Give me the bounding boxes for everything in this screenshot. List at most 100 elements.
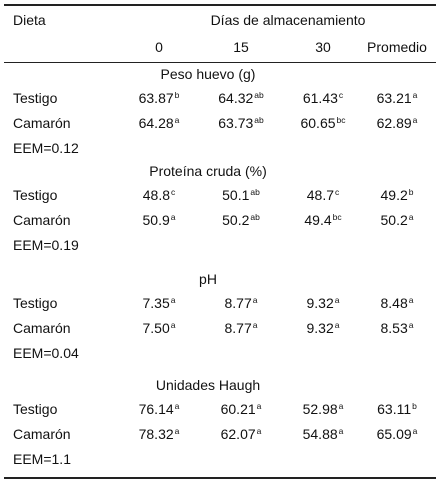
table-cell: 63.11b: [377, 400, 417, 420]
section-title: Peso huevo (g): [160, 66, 256, 82]
row-label: Camarón: [13, 115, 71, 131]
table-cell: 63.87b: [139, 89, 180, 109]
section-title: pH: [199, 271, 217, 287]
section-title: Proteína cruda (%): [149, 163, 267, 179]
table-cell: 61.43c: [303, 89, 343, 109]
significance-letter: ab: [254, 115, 264, 125]
significance-letter: a: [256, 426, 262, 436]
significance-letter: a: [174, 426, 180, 436]
eem-label: EEM=0.19: [13, 237, 79, 253]
significance-letter: a: [334, 320, 340, 330]
table-cell: 52.98a: [303, 400, 344, 420]
significance-letter: a: [338, 401, 344, 411]
significance-letter: ab: [254, 90, 264, 100]
row-label: Camarón: [13, 426, 71, 442]
row-label: Testigo: [13, 187, 58, 203]
header-col-1: 15: [233, 39, 249, 55]
header-col-0: 0: [155, 39, 163, 55]
significance-letter: a: [252, 295, 258, 305]
cell-value: 61.43: [302, 90, 338, 106]
significance-letter: bc: [336, 115, 346, 125]
header-rule: [4, 62, 436, 63]
significance-letter: a: [174, 401, 180, 411]
cell-value: 48.7: [306, 187, 334, 203]
table-cell: 49.2b: [381, 186, 414, 206]
cell-value: 8.48: [380, 295, 408, 311]
significance-letter: a: [170, 320, 176, 330]
header-col-3: Promedio: [367, 39, 427, 55]
table-cell: 76.14a: [139, 400, 180, 420]
cell-value: 65.09: [376, 426, 412, 442]
row-label: Camarón: [13, 212, 71, 228]
cell-value: 62.07: [220, 426, 256, 442]
cell-value: 50.1: [222, 187, 250, 203]
cell-value: 76.14: [138, 401, 174, 417]
table-cell: 62.07a: [221, 425, 262, 445]
cell-value: 8.53: [380, 320, 408, 336]
table-cell: 60.21a: [221, 400, 262, 420]
bottom-rule: [4, 477, 436, 479]
significance-letter: c: [335, 187, 340, 197]
significance-letter: a: [170, 295, 176, 305]
cell-value: 50.2: [222, 212, 250, 228]
cell-value: 7.50: [142, 320, 170, 336]
cell-value: 63.87: [138, 90, 174, 106]
row-label: Testigo: [13, 295, 58, 311]
cell-value: 50.9: [142, 212, 170, 228]
significance-letter: a: [408, 212, 414, 222]
cell-value: 54.88: [302, 426, 338, 442]
row-label: Camarón: [13, 320, 71, 336]
significance-letter: a: [338, 426, 344, 436]
table-cell: 63.73ab: [218, 114, 264, 134]
cell-value: 63.73: [218, 115, 254, 131]
header-group-title: Días de almacenamiento: [210, 12, 366, 28]
table-cell: 8.48a: [381, 294, 414, 314]
cell-value: 64.28: [138, 115, 174, 131]
table-cell: 64.28a: [139, 114, 180, 134]
cell-value: 63.21: [376, 90, 412, 106]
table-cell: 8.77a: [225, 319, 258, 339]
table-cell: 48.8c: [143, 186, 176, 206]
significance-letter: a: [256, 401, 262, 411]
cell-value: 8.77: [224, 295, 252, 311]
eem-label: EEM=1.1: [13, 451, 71, 467]
table-cell: 54.88a: [303, 425, 344, 445]
significance-letter: b: [174, 90, 180, 100]
table-cell: 65.09a: [377, 425, 418, 445]
top-rule: [4, 4, 436, 6]
cell-value: 64.32: [218, 90, 254, 106]
table-cell: 63.21a: [377, 89, 418, 109]
table-cell: 50.9a: [143, 211, 176, 231]
table-cell: 7.35a: [143, 294, 176, 314]
section-title: Unidades Haugh: [155, 377, 261, 393]
table-cell: 50.2ab: [222, 211, 260, 231]
table-cell: 48.7c: [307, 186, 340, 206]
table-cell: 62.89a: [377, 114, 418, 134]
cell-value: 62.89: [376, 115, 412, 131]
significance-letter: ab: [250, 187, 260, 197]
significance-letter: a: [408, 295, 414, 305]
significance-letter: a: [412, 90, 418, 100]
row-label: Testigo: [13, 90, 58, 106]
table-cell: 64.32ab: [218, 89, 264, 109]
table-cell: 50.2a: [381, 211, 414, 231]
row-label: Testigo: [13, 401, 58, 417]
cell-value: 9.32: [306, 295, 334, 311]
significance-letter: b: [408, 187, 414, 197]
cell-value: 49.2: [380, 187, 408, 203]
table-cell: 78.32a: [139, 425, 180, 445]
table-cell: 9.32a: [307, 319, 340, 339]
cell-value: 49.4: [304, 212, 332, 228]
table-cell: 60.65bc: [300, 114, 345, 134]
eem-label: EEM=0.04: [13, 345, 79, 361]
cell-value: 9.32: [306, 320, 334, 336]
significance-letter: a: [412, 426, 418, 436]
table-cell: 8.53a: [381, 319, 414, 339]
cell-value: 50.2: [380, 212, 408, 228]
table-cell: 7.50a: [143, 319, 176, 339]
significance-letter: a: [174, 115, 180, 125]
cell-value: 8.77: [224, 320, 252, 336]
cell-value: 78.32: [138, 426, 174, 442]
cell-value: 63.11: [377, 401, 412, 417]
cell-value: 48.8: [142, 187, 170, 203]
